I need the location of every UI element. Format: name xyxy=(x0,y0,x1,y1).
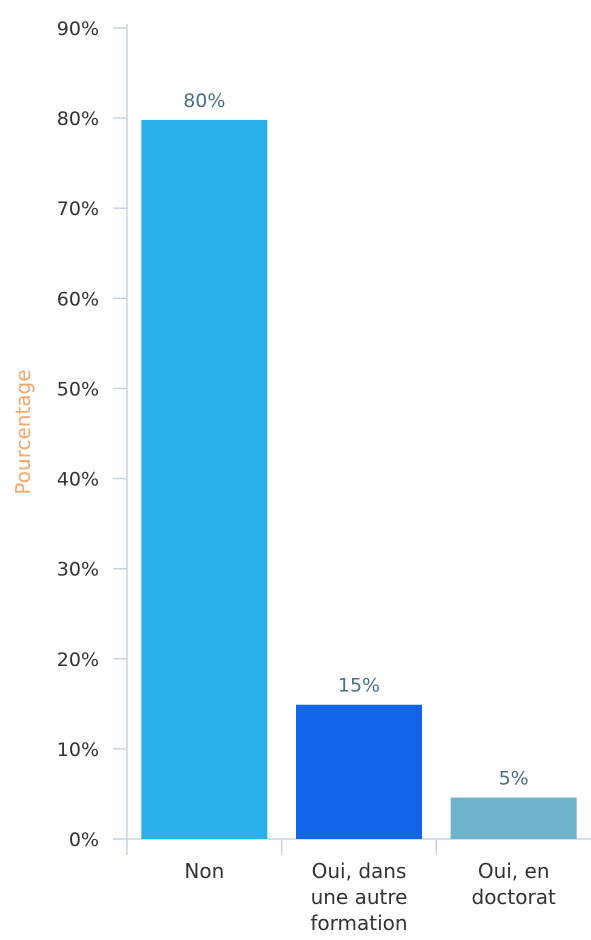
y-tick-label: 60% xyxy=(57,288,99,310)
y-axis-title: Pourcentage xyxy=(11,369,35,494)
y-tick-label: 0% xyxy=(69,829,99,851)
x-tick-label: Non xyxy=(184,859,224,883)
x-tick-label: Oui, en doctorat xyxy=(472,859,556,909)
bar xyxy=(450,797,577,839)
bars xyxy=(141,119,577,839)
data-label: 5% xyxy=(499,768,529,790)
bar xyxy=(296,704,422,839)
y-tick-label: 70% xyxy=(57,198,99,220)
y-tick-label: 50% xyxy=(57,378,99,400)
y-tick-label: 40% xyxy=(57,469,99,491)
y-tick-label: 10% xyxy=(57,739,99,761)
y-tick-label: 80% xyxy=(57,108,99,130)
bar xyxy=(141,119,268,839)
y-tick-label: 20% xyxy=(57,649,99,671)
labels: 0% 10% 20% 30% 40% 50% 60% 70% 80% 90% 80% Non 15% Ou… xyxy=(57,18,556,935)
y-tick-label: 90% xyxy=(57,18,99,40)
data-label: 80% xyxy=(183,90,225,112)
x-tick-label: Oui, dans une autre formation xyxy=(310,859,407,935)
data-label: 15% xyxy=(338,675,380,697)
y-tick-label: 30% xyxy=(57,559,99,581)
